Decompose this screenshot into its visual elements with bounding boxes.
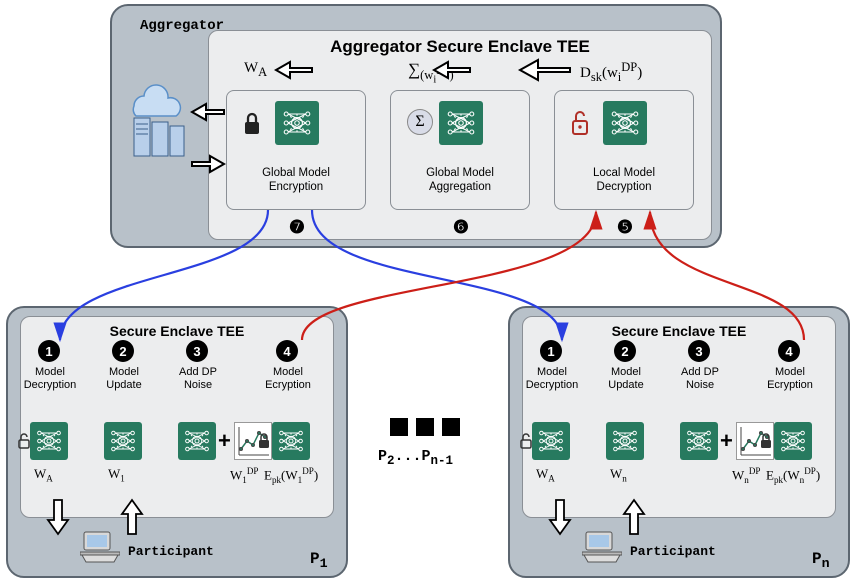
nn-icon — [603, 101, 647, 145]
dot-sq — [416, 418, 434, 436]
module-aggregation: Σ Global Model Aggregation — [390, 90, 530, 210]
participant-n-title: Secure Enclave TEE — [523, 323, 835, 339]
step-4-badge: 4 — [276, 340, 298, 362]
step-4-badge: 4 — [778, 340, 800, 362]
computer-icon — [80, 530, 120, 571]
middle-participants-label: P2...Pn-1 — [378, 448, 453, 468]
nn-icon — [30, 422, 68, 460]
formula-sum: ∑(wiDP) — [408, 60, 454, 86]
f: sk — [591, 70, 602, 84]
t: 1 — [320, 557, 328, 572]
module-decryption: Local Model Decryption — [554, 90, 694, 210]
f: ∑ — [408, 60, 420, 79]
f: W — [244, 60, 258, 76]
nn-icon — [680, 422, 718, 460]
t: n — [822, 557, 830, 572]
t: P — [812, 550, 822, 568]
participant-1-title: Secure Enclave TEE — [21, 323, 333, 339]
step-3-badge: 3 — [186, 340, 208, 362]
step-4-label: Model Ecryption — [762, 366, 818, 391]
cloud-servers-icon — [120, 84, 192, 173]
step-7-badge: ❼ — [286, 216, 308, 238]
nn-icon — [439, 101, 483, 145]
nn-icon — [272, 422, 310, 460]
nn-icon — [104, 422, 142, 460]
f: D — [580, 65, 591, 81]
aggregator-title: Aggregator Secure Enclave TEE — [209, 37, 711, 57]
plus-icon: + — [218, 428, 231, 454]
step-3-badge: 3 — [688, 340, 710, 362]
step-6-badge: ❻ — [450, 216, 472, 238]
module-encryption: Global Model Encryption — [226, 90, 366, 210]
f: ) — [450, 68, 454, 82]
formula-wa: WA — [244, 60, 267, 80]
step-2-math: W1 — [108, 466, 125, 484]
step-2-math: Wn — [610, 466, 627, 484]
nn-icon — [275, 101, 319, 145]
step-2-label: Model Update — [96, 366, 152, 391]
participant-1-id: P1 — [310, 550, 328, 572]
f: (w — [602, 65, 618, 81]
participant-1-label: Participant — [128, 544, 214, 559]
formula-dsk: Dsk(wiDP) — [580, 60, 642, 85]
step-1-math: WA — [34, 466, 53, 484]
module-encryption-label: Global Model Encryption — [227, 167, 365, 195]
lock-open-icon — [569, 109, 593, 142]
t: 2 — [387, 454, 395, 468]
step-1-badge: 1 — [38, 340, 60, 362]
lock-open-icon — [518, 432, 534, 455]
f: DP — [436, 66, 449, 77]
lock-closed-icon — [256, 432, 272, 455]
f: DP — [621, 60, 637, 74]
f: A — [258, 65, 267, 79]
step-2-label: Model Update — [598, 366, 654, 391]
lock-open-icon — [16, 432, 32, 455]
step-1-label: Model Decryption — [22, 366, 78, 391]
step-1-math: WA — [536, 466, 555, 484]
f: ) — [637, 65, 642, 81]
step-3-label: Add DP Noise — [170, 366, 226, 391]
nn-icon — [774, 422, 812, 460]
module-decryption-label: Local Model Decryption — [555, 167, 693, 195]
plus-icon: + — [720, 428, 733, 454]
t: P — [310, 550, 320, 568]
dot-sq — [442, 418, 460, 436]
t: ...P — [395, 448, 431, 465]
step-4-math: Epk(W1DP) — [264, 466, 318, 485]
participant-n-id: Pn — [812, 550, 830, 572]
participant-n-label: Participant — [630, 544, 716, 559]
step-2-badge: 2 — [614, 340, 636, 362]
step-2-badge: 2 — [112, 340, 134, 362]
step-5-badge: ❺ — [614, 216, 636, 238]
dot-sq — [390, 418, 408, 436]
step-4-math: Epk(WnDP) — [766, 466, 820, 485]
step-3-math: W1DP — [230, 466, 258, 485]
nn-icon — [606, 422, 644, 460]
computer-icon — [582, 530, 622, 571]
sigma-icon: Σ — [407, 109, 433, 135]
step-4-label: Model Ecryption — [260, 366, 316, 391]
module-aggregation-label: Global Model Aggregation — [391, 167, 529, 195]
step-3-math: WnDP — [732, 466, 760, 485]
nn-icon — [532, 422, 570, 460]
lock-closed-icon — [758, 432, 774, 455]
f: (w — [420, 68, 433, 82]
lock-closed-icon — [241, 111, 263, 142]
nn-icon — [178, 422, 216, 460]
step-1-label: Model Decryption — [524, 366, 580, 391]
t: P — [378, 448, 387, 465]
step-1-badge: 1 — [540, 340, 562, 362]
step-3-label: Add DP Noise — [672, 366, 728, 391]
t: n-1 — [431, 454, 454, 468]
